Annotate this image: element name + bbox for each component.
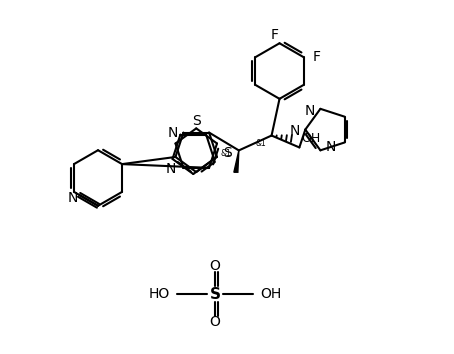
Text: N: N [168, 126, 178, 139]
Text: S: S [192, 114, 201, 129]
Text: O: O [210, 315, 221, 329]
Polygon shape [234, 150, 239, 172]
Text: OH: OH [301, 132, 321, 145]
Text: HO: HO [148, 287, 169, 301]
Text: S: S [223, 146, 232, 160]
Text: F: F [312, 50, 321, 64]
Text: F: F [271, 28, 279, 42]
Text: O: O [210, 259, 221, 273]
Text: S: S [210, 287, 221, 302]
Text: N: N [305, 104, 316, 118]
Text: &1: &1 [220, 149, 231, 158]
Text: N: N [166, 162, 177, 176]
Text: N: N [326, 140, 336, 154]
Text: N: N [68, 191, 79, 205]
Text: N: N [290, 124, 301, 138]
Text: &1: &1 [256, 139, 266, 148]
Text: OH: OH [261, 287, 282, 301]
